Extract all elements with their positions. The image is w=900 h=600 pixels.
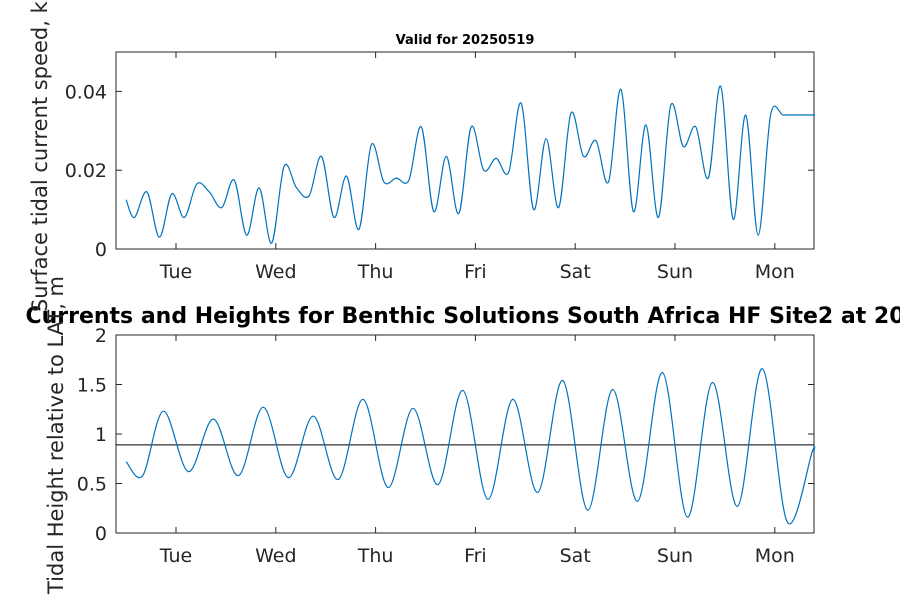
top-y-tick-label: 0 xyxy=(95,239,107,261)
top-chart-title: Valid for 20250519 xyxy=(396,33,535,48)
top-x-tick-label: Sun xyxy=(657,261,693,283)
top-x-tick-label: Wed xyxy=(255,261,296,283)
bottom-y-tick-label: 1.5 xyxy=(77,375,107,397)
bottom-x-tick-label: Sun xyxy=(657,545,693,567)
bottom-series-line xyxy=(125,368,816,525)
top-series-line xyxy=(125,85,816,244)
top-axes-box xyxy=(115,51,815,250)
bottom-x-tick-label: Mon xyxy=(755,545,795,567)
bottom-axes-box xyxy=(115,334,815,534)
top-x-tick-label: Mon xyxy=(755,261,795,283)
top-y-axis-title: Surface tidal current speed, kn xyxy=(28,0,52,312)
top-x-tick-label: Tue xyxy=(159,261,192,283)
bottom-y-tick-label: 1 xyxy=(95,424,107,446)
top-y-ticks: 0 0.02 0.04 xyxy=(65,81,814,261)
bottom-y-tick-label: 0.5 xyxy=(77,474,107,496)
bottom-x-tick-label: Thu xyxy=(357,545,394,567)
bottom-y-tick-label: 0 xyxy=(95,523,107,545)
top-x-ticks: Tue Wed Thu Fri Sat Sun Mon xyxy=(159,52,795,283)
top-x-tick-label: Sat xyxy=(560,261,591,283)
bottom-y-tick-label: 2 xyxy=(95,325,107,347)
top-x-tick-label: Thu xyxy=(357,261,394,283)
top-y-tick-label: 0.02 xyxy=(65,160,107,182)
bottom-x-tick-label: Wed xyxy=(255,545,296,567)
bottom-x-tick-label: Fri xyxy=(464,545,487,567)
bottom-chart-title: Currents and Heights for Benthic Solutio… xyxy=(25,304,900,329)
bottom-y-ticks: 0 0.5 1 1.5 2 xyxy=(77,325,814,545)
bottom-x-tick-label: Sat xyxy=(560,545,591,567)
bottom-x-tick-label: Tue xyxy=(159,545,192,567)
top-y-tick-label: 0.04 xyxy=(65,81,107,103)
bottom-y-axis-title: Tidal Height relative to LAT, m xyxy=(44,276,68,595)
top-x-tick-label: Fri xyxy=(464,261,487,283)
bottom-x-ticks: Tue Wed Thu Fri Sat Sun Mon xyxy=(159,335,795,567)
